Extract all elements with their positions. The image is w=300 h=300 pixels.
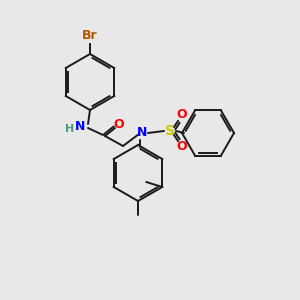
Text: O: O bbox=[114, 118, 124, 130]
Text: Br: Br bbox=[82, 29, 98, 42]
Text: N: N bbox=[137, 127, 147, 140]
Text: S: S bbox=[165, 124, 175, 138]
Text: H: H bbox=[65, 124, 75, 134]
Text: O: O bbox=[177, 109, 187, 122]
Text: O: O bbox=[177, 140, 187, 154]
Text: N: N bbox=[75, 121, 85, 134]
